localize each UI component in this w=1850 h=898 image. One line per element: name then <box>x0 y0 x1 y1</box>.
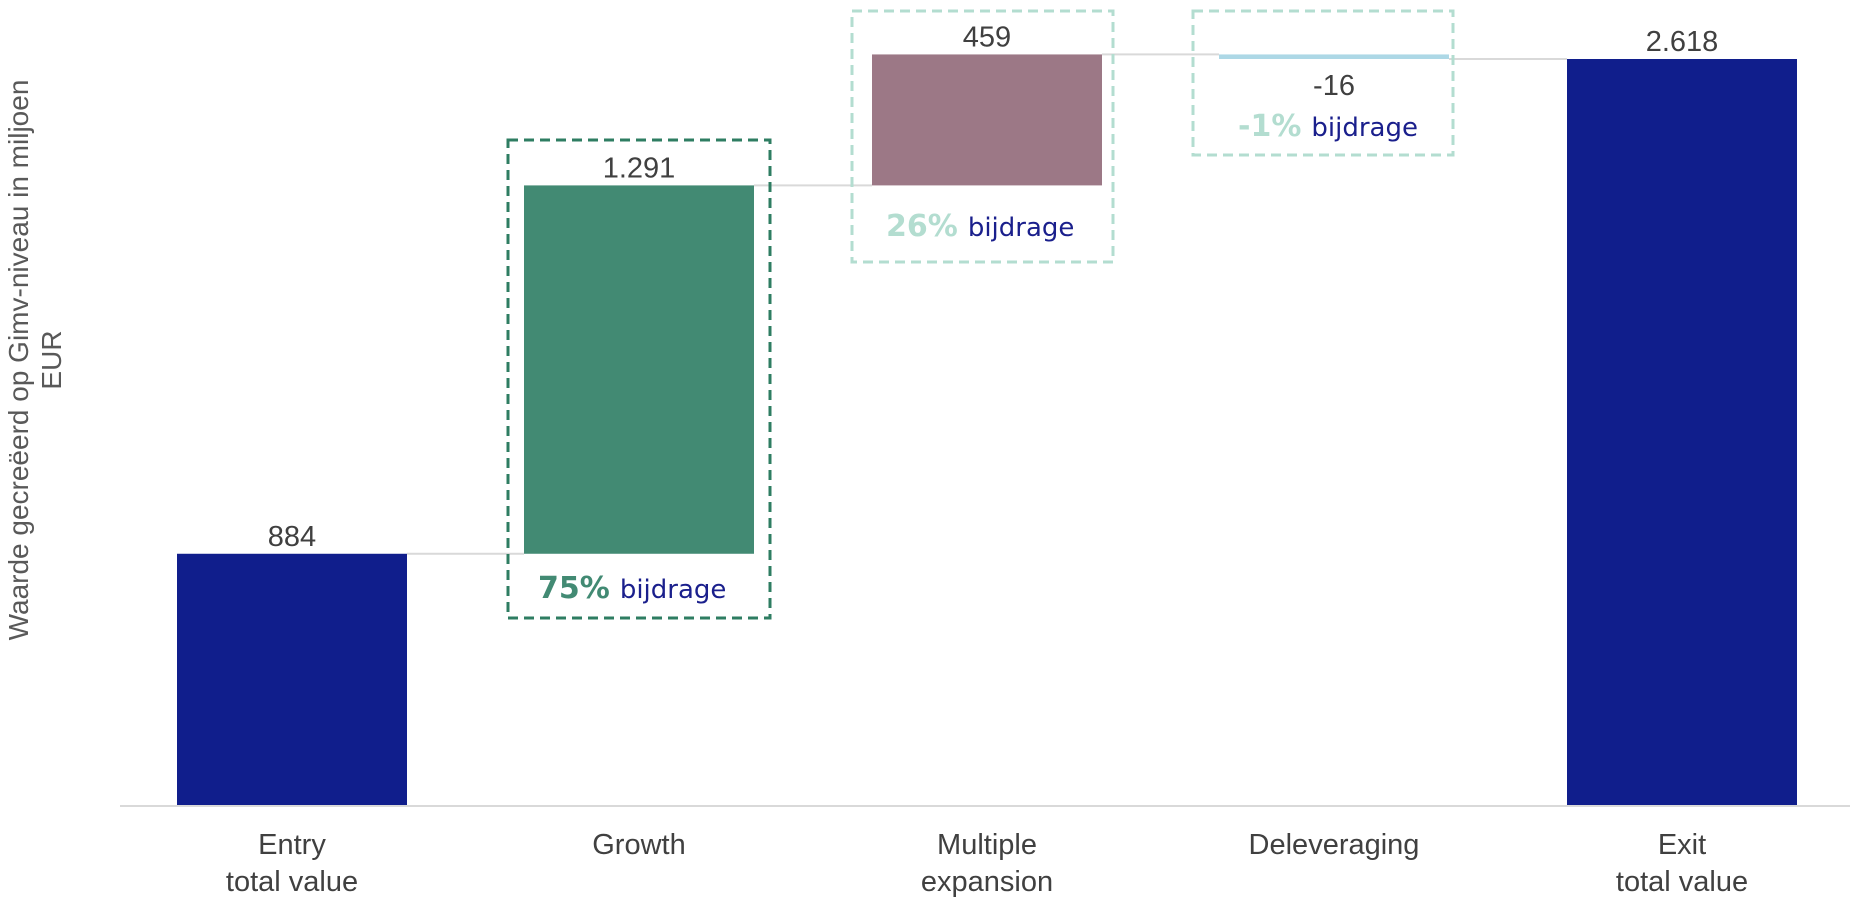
category-label-multiple-expansion: Multiple expansion <box>921 829 1053 898</box>
contribution-box-multiple-expansion <box>850 9 1115 264</box>
bar-multiple-expansion <box>872 54 1102 186</box>
category-labels: Entry total value Growth Multiple expansion D… <box>226 829 1748 898</box>
contribution-label-deleveraging: -1% bijdrage <box>1238 109 1418 144</box>
contribution-box-growth <box>506 138 772 620</box>
value-labels: 884 1.291 459 -16 2.618 <box>268 21 1718 552</box>
contribution-label-multiple-expansion: 26% bijdrage <box>886 209 1074 244</box>
contribution-label-growth: 75% bijdrage <box>538 571 726 606</box>
category-label-deleveraging: Deleveraging <box>1249 829 1420 861</box>
value-label-entry-total-value: 884 <box>268 521 316 553</box>
bar-deleveraging <box>1219 54 1449 59</box>
category-label-entry-total-value: Entry total value <box>226 829 358 898</box>
contribution-boxes: 75% bijdrage 26% bijdrage -1% bijdrage <box>506 9 1455 620</box>
y-axis-label: Waarde gecreëerd op Gimv-niveau in miljo… <box>3 80 67 641</box>
category-label-growth: Growth <box>592 829 685 861</box>
value-label-multiple-expansion: 459 <box>963 21 1011 53</box>
bar-growth <box>524 185 754 554</box>
bar-exit-total-value <box>1567 59 1797 806</box>
value-label-growth: 1.291 <box>603 152 676 184</box>
bar-entry-total-value <box>177 553 407 806</box>
value-label-exit-total-value: 2.618 <box>1646 26 1719 58</box>
contribution-box-deleveraging <box>1191 9 1455 157</box>
category-label-exit-total-value: Exit total value <box>1616 829 1748 898</box>
value-label-deleveraging: -16 <box>1313 70 1355 102</box>
bars <box>177 54 1797 806</box>
